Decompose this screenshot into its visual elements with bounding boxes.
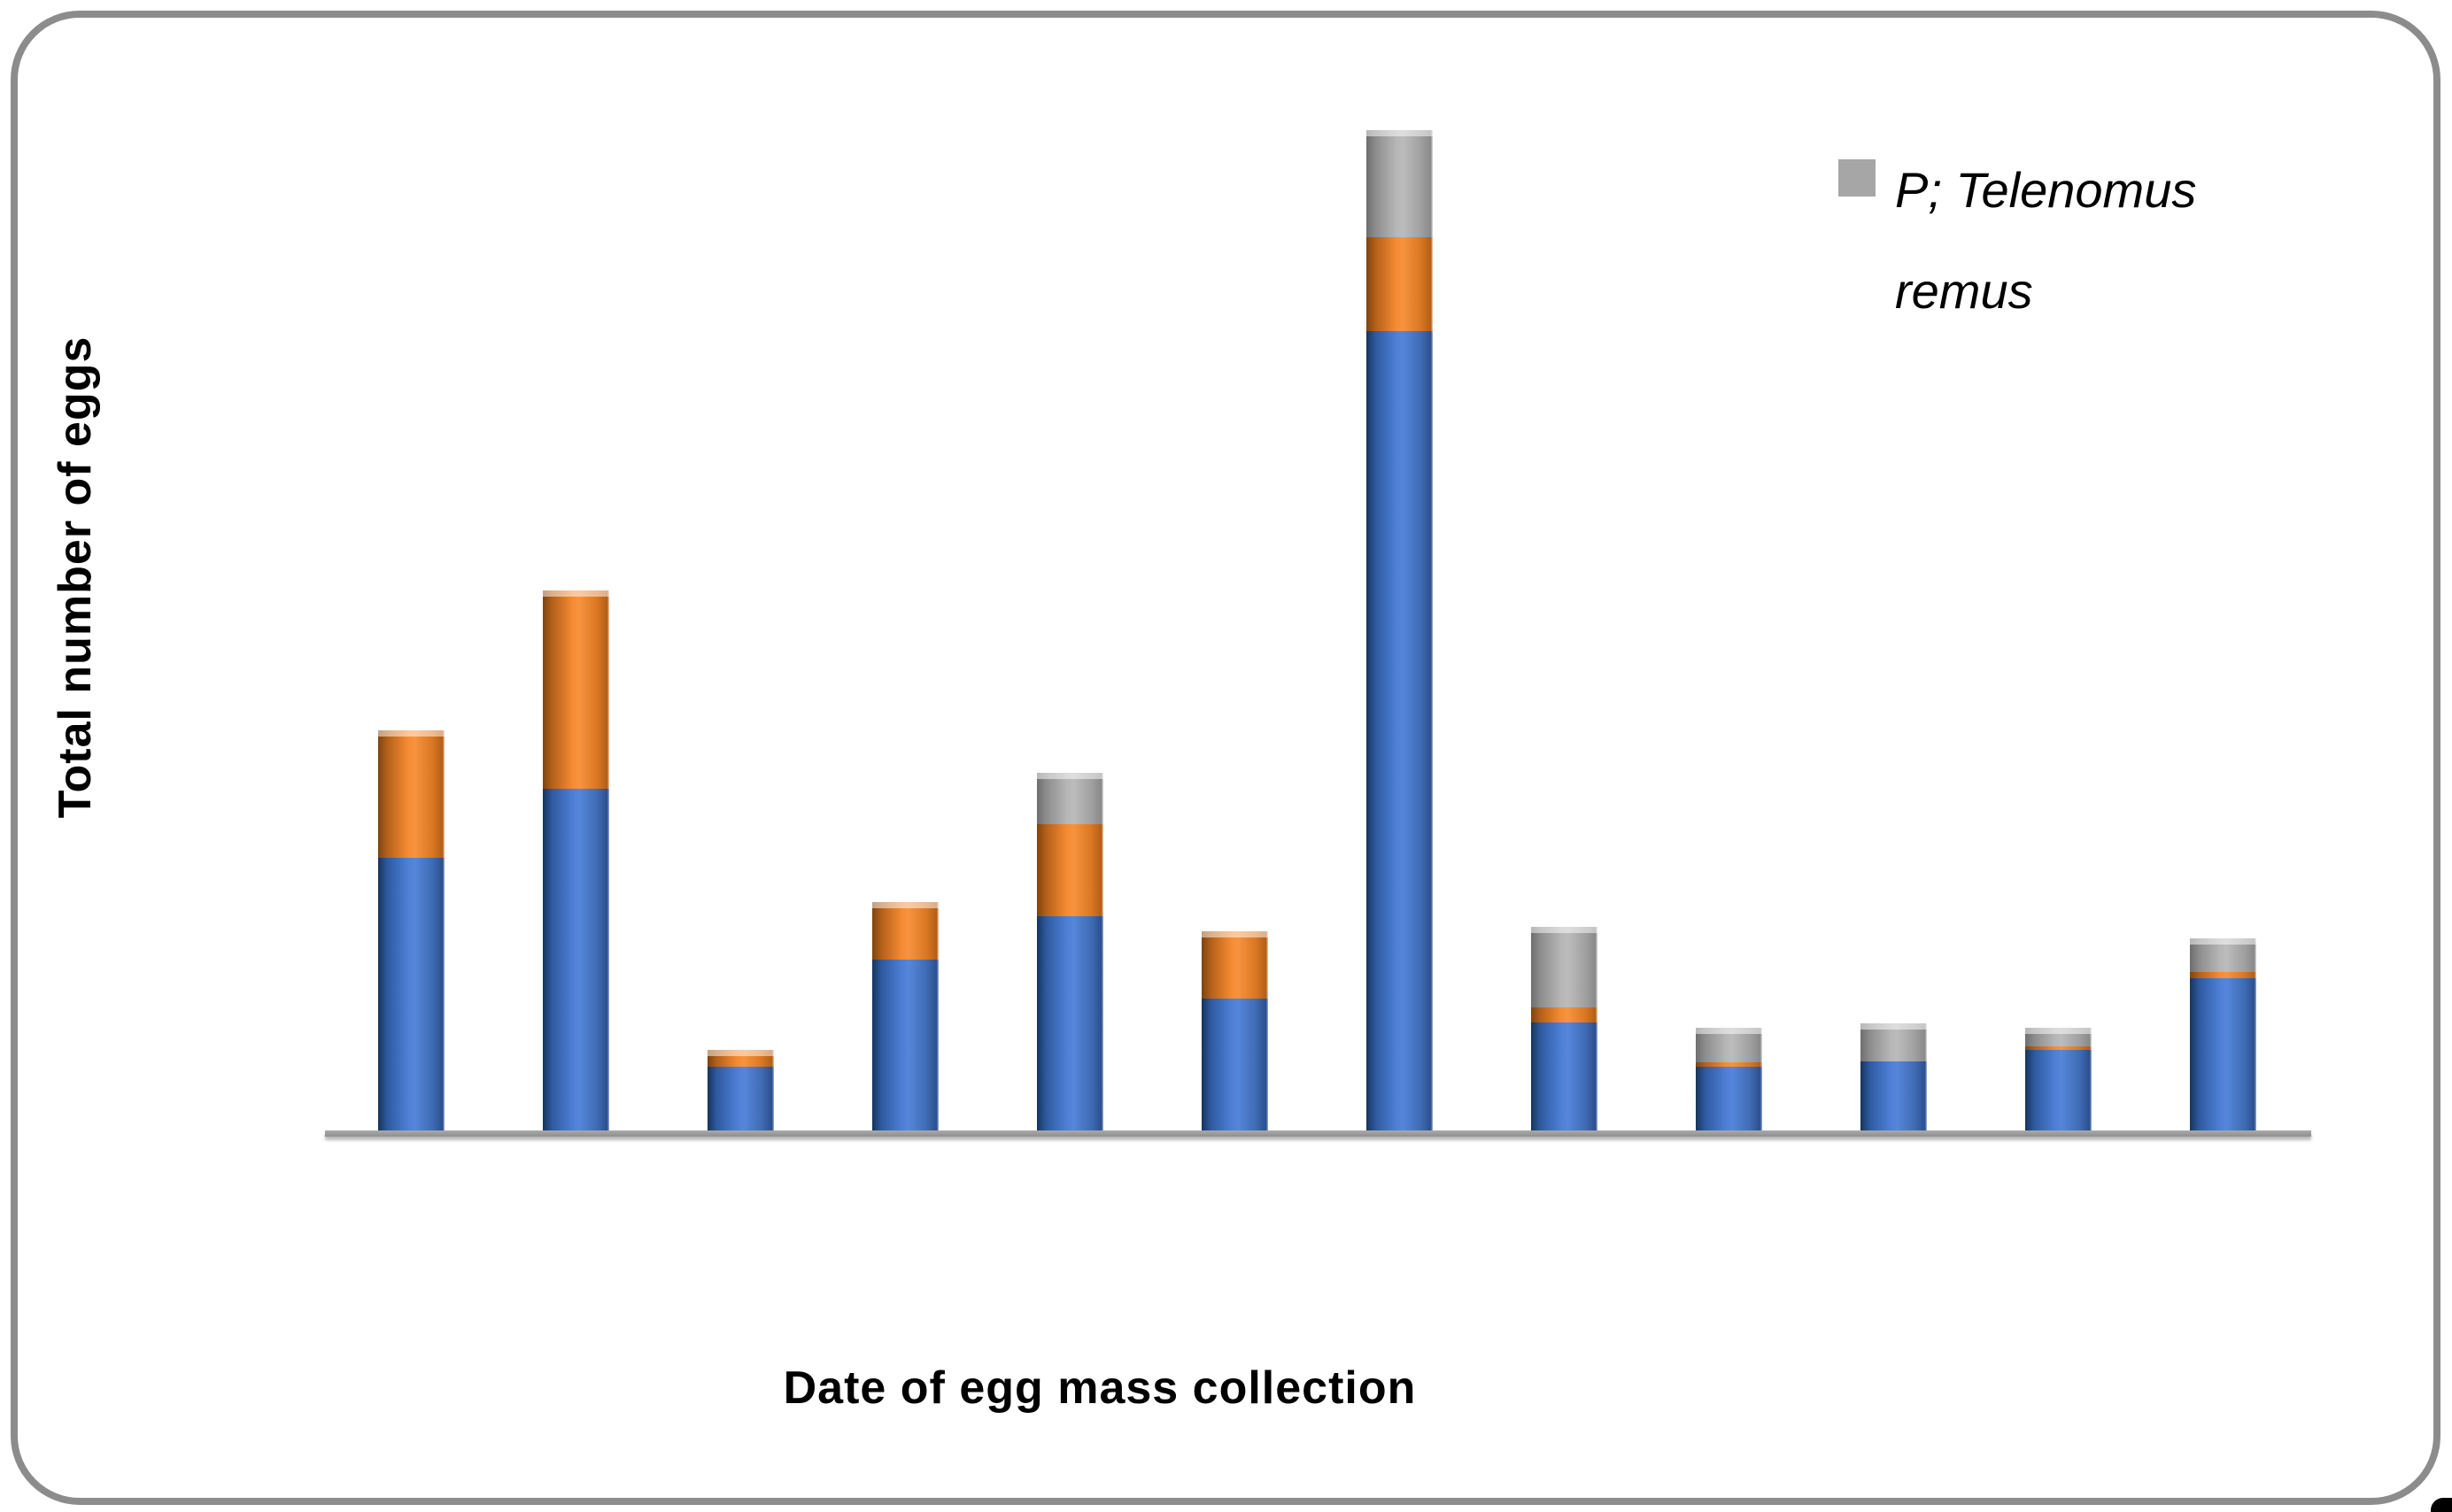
bar-11 xyxy=(2025,1028,2092,1130)
bar-10 xyxy=(1860,1023,1927,1130)
bar-segment-gray xyxy=(1696,1028,1762,1062)
bar-segment-blue xyxy=(543,789,609,1130)
bar-6 xyxy=(1202,931,1268,1130)
bar-segment-gray xyxy=(1860,1023,1927,1061)
x-axis-line xyxy=(325,1130,2311,1137)
legend-label-line2: remus xyxy=(1895,263,2033,319)
bar-12 xyxy=(2190,938,2256,1130)
x-axis-title: Date of egg mass collection xyxy=(783,1362,1417,1414)
bar-3 xyxy=(708,1050,774,1130)
legend-label-line1: P; Telenomus xyxy=(1895,162,2197,218)
legend-swatch-gray xyxy=(1838,159,1876,197)
bar-segment-orange xyxy=(872,902,939,960)
bar-7 xyxy=(1366,130,1433,1130)
chart-frame xyxy=(11,11,2440,1505)
bar-segment-orange xyxy=(708,1050,774,1067)
bar-segment-blue xyxy=(1366,331,1433,1130)
bar-segment-blue xyxy=(1696,1067,1762,1130)
bar-segment-gray xyxy=(1531,927,1597,1007)
bar-2 xyxy=(543,590,609,1130)
legend-label: P; Telenomus remus xyxy=(1895,140,2196,342)
bar-segment-blue xyxy=(378,858,445,1130)
bar-segment-orange xyxy=(1202,931,1268,999)
bar-segment-blue xyxy=(1860,1061,1927,1130)
y-axis-title: Total number of eggs xyxy=(50,336,101,819)
bar-segment-blue xyxy=(872,960,939,1130)
bar-segment-gray xyxy=(2190,938,2256,972)
bar-9 xyxy=(1696,1028,1762,1130)
bar-segment-blue xyxy=(1202,999,1268,1130)
bar-segment-orange xyxy=(543,590,609,789)
bar-segment-orange xyxy=(2025,1046,2092,1050)
bar-segment-blue xyxy=(2190,978,2256,1130)
bar-segment-blue xyxy=(1531,1022,1597,1130)
bar-segment-orange xyxy=(378,730,445,858)
bar-4 xyxy=(872,902,939,1130)
bar-segment-gray xyxy=(2025,1028,2092,1046)
bar-segment-blue xyxy=(2025,1050,2092,1130)
bar-segment-orange xyxy=(2190,972,2256,978)
legend: P; Telenomus remus xyxy=(1838,140,2196,342)
bar-segment-blue xyxy=(1037,916,1103,1130)
bar-segment-blue xyxy=(708,1067,774,1130)
bar-segment-gray xyxy=(1366,130,1433,237)
bar-segment-orange xyxy=(1696,1062,1762,1067)
bar-segment-orange xyxy=(1366,237,1433,331)
bar-8 xyxy=(1531,927,1597,1130)
bar-5 xyxy=(1037,773,1103,1130)
corner-mark xyxy=(2431,1498,2452,1512)
bar-segment-orange xyxy=(1531,1007,1597,1022)
bar-segment-gray xyxy=(1037,773,1103,824)
bar-1 xyxy=(378,730,445,1130)
bar-segment-orange xyxy=(1037,824,1103,916)
